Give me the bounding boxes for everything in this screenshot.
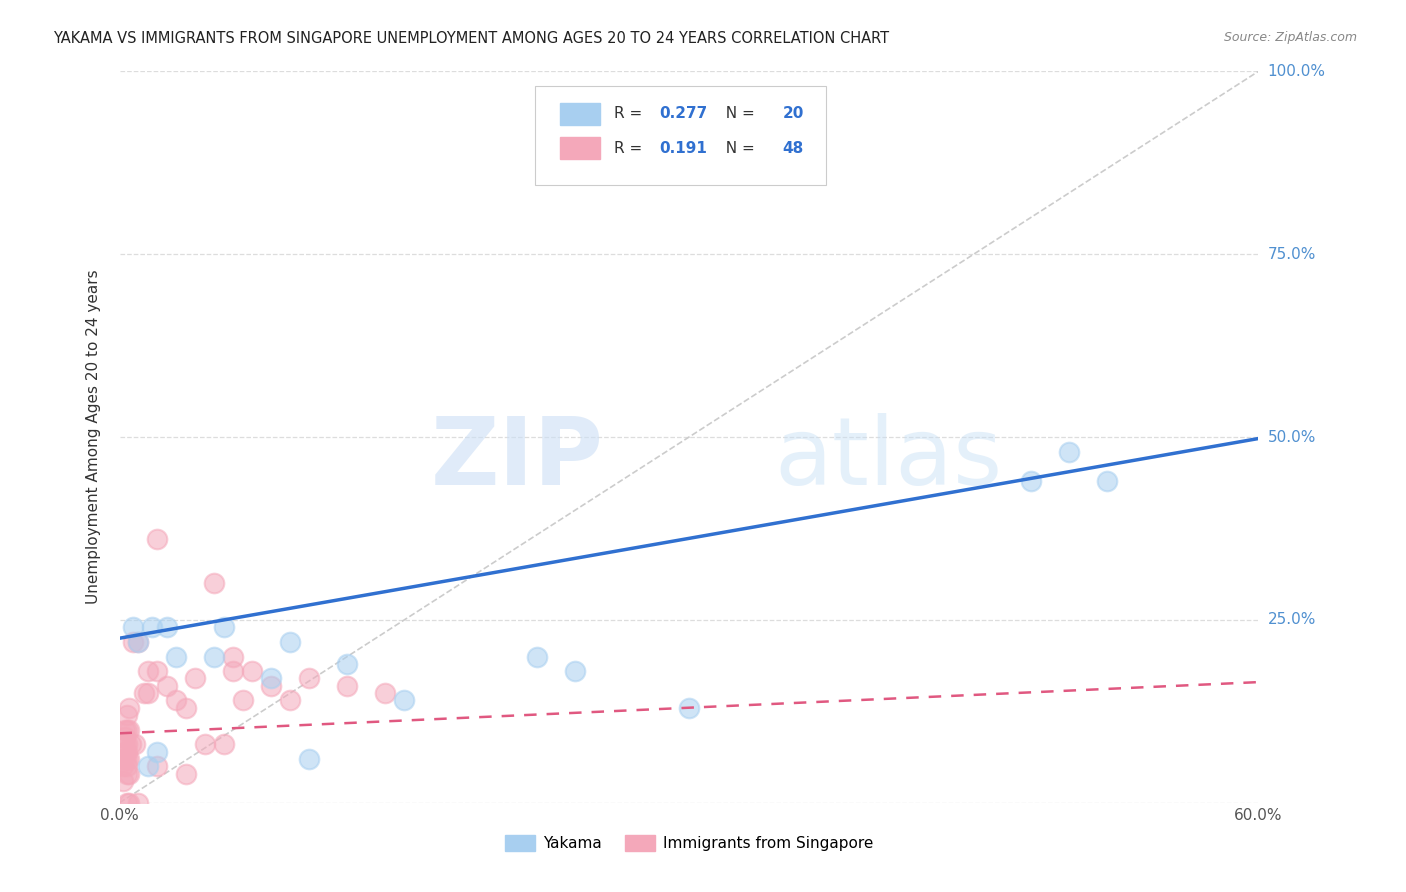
Text: 50.0%: 50.0% xyxy=(1267,430,1316,444)
Point xyxy=(118,700,141,714)
Point xyxy=(194,737,217,751)
Point xyxy=(118,723,141,737)
Point xyxy=(394,693,416,707)
Point xyxy=(146,759,169,773)
Legend: Yakama, Immigrants from Singapore: Yakama, Immigrants from Singapore xyxy=(499,830,879,857)
Point xyxy=(121,620,143,634)
Text: 75.0%: 75.0% xyxy=(1267,247,1316,261)
Point xyxy=(166,649,188,664)
FancyBboxPatch shape xyxy=(560,103,600,125)
Point xyxy=(124,737,146,751)
Y-axis label: Unemployment Among Ages 20 to 24 years: Unemployment Among Ages 20 to 24 years xyxy=(86,269,101,605)
Point xyxy=(1095,474,1118,488)
Point xyxy=(134,686,156,700)
Text: atlas: atlas xyxy=(775,413,1002,505)
Point xyxy=(156,620,179,634)
Point xyxy=(204,649,226,664)
Point xyxy=(242,664,264,678)
Text: 20: 20 xyxy=(782,106,804,121)
Text: 0.277: 0.277 xyxy=(659,106,707,121)
Text: YAKAMA VS IMMIGRANTS FROM SINGAPORE UNEMPLOYMENT AMONG AGES 20 TO 24 YEARS CORRE: YAKAMA VS IMMIGRANTS FROM SINGAPORE UNEM… xyxy=(53,31,890,46)
Point xyxy=(115,745,138,759)
Point xyxy=(146,745,169,759)
Point xyxy=(128,635,150,649)
Text: N =: N = xyxy=(716,106,759,121)
Point xyxy=(1057,444,1080,458)
Point xyxy=(114,745,136,759)
Point xyxy=(212,620,235,634)
Point xyxy=(184,672,207,686)
Text: ZIP: ZIP xyxy=(430,413,603,505)
Text: 25.0%: 25.0% xyxy=(1267,613,1316,627)
Point xyxy=(118,796,141,810)
Point xyxy=(114,752,136,766)
Point xyxy=(174,700,197,714)
Point xyxy=(115,796,138,810)
Point xyxy=(526,649,548,664)
Point xyxy=(114,723,136,737)
Point xyxy=(141,620,163,634)
Point xyxy=(280,693,302,707)
Point xyxy=(336,679,359,693)
Text: N =: N = xyxy=(716,141,759,156)
Point xyxy=(115,723,138,737)
Point xyxy=(112,759,135,773)
Point xyxy=(1019,474,1042,488)
Point xyxy=(204,576,226,591)
Point xyxy=(280,635,302,649)
Point xyxy=(114,737,136,751)
Point xyxy=(260,672,283,686)
Point xyxy=(336,657,359,671)
Point xyxy=(222,649,245,664)
Point xyxy=(156,679,179,693)
Point xyxy=(136,686,159,700)
Point xyxy=(374,686,396,700)
Point xyxy=(115,708,138,723)
Point xyxy=(112,773,135,788)
Point xyxy=(118,752,141,766)
Text: 100.0%: 100.0% xyxy=(1267,64,1326,78)
Point xyxy=(128,796,150,810)
Point xyxy=(136,759,159,773)
Point xyxy=(115,759,138,773)
Point xyxy=(121,635,143,649)
Point xyxy=(232,693,254,707)
Point xyxy=(115,737,138,751)
FancyBboxPatch shape xyxy=(560,137,600,159)
Point xyxy=(166,693,188,707)
Point xyxy=(298,672,321,686)
Point xyxy=(146,664,169,678)
Text: 0.191: 0.191 xyxy=(659,141,707,156)
Text: 48: 48 xyxy=(782,141,804,156)
Point xyxy=(298,752,321,766)
Point xyxy=(115,752,138,766)
Point xyxy=(128,635,150,649)
Point xyxy=(222,664,245,678)
Point xyxy=(146,533,169,547)
Text: Source: ZipAtlas.com: Source: ZipAtlas.com xyxy=(1223,31,1357,45)
Point xyxy=(678,700,700,714)
Point xyxy=(174,766,197,780)
Text: R =: R = xyxy=(614,141,647,156)
Point xyxy=(120,737,142,751)
Point xyxy=(118,766,141,780)
Point xyxy=(136,664,159,678)
Point xyxy=(564,664,586,678)
Point xyxy=(115,766,138,780)
Point xyxy=(260,679,283,693)
Text: R =: R = xyxy=(614,106,647,121)
Point xyxy=(212,737,235,751)
FancyBboxPatch shape xyxy=(536,86,825,185)
Point xyxy=(114,730,136,744)
